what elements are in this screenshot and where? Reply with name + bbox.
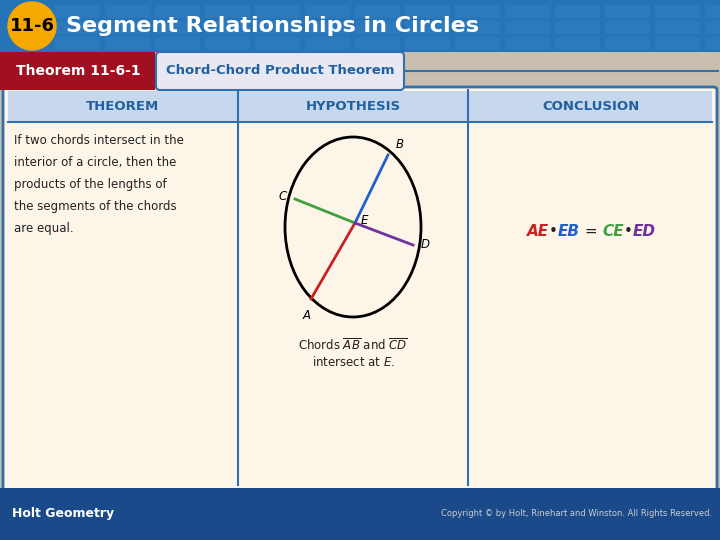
Text: EB: EB (557, 225, 580, 240)
Bar (105, 5, 150, 18)
Text: products of the lengths of: products of the lengths of (14, 178, 166, 191)
Bar (405, 5, 450, 18)
Bar (155, 21, 200, 34)
Bar (205, 37, 250, 50)
Bar (405, 21, 450, 34)
Text: C: C (279, 191, 287, 204)
Bar (305, 37, 350, 50)
Bar (655, 21, 700, 34)
Bar (705, 21, 720, 34)
Bar (455, 5, 500, 18)
Bar (8, 91, 712, 122)
Bar (555, 21, 600, 34)
Text: Theorem 11-6-1: Theorem 11-6-1 (16, 64, 140, 78)
Bar (555, 5, 600, 18)
Bar (605, 21, 650, 34)
Bar (0, 488, 720, 540)
Bar (455, 37, 500, 50)
Text: 11-6: 11-6 (9, 17, 55, 35)
Text: Holt Geometry: Holt Geometry (12, 508, 114, 521)
Bar (605, 37, 650, 50)
Bar (605, 5, 650, 18)
Bar (555, 37, 600, 50)
Bar (55, 21, 100, 34)
Text: ED: ED (632, 225, 655, 240)
Bar (355, 21, 400, 34)
Bar (205, 21, 250, 34)
Bar (255, 5, 300, 18)
Bar (505, 21, 550, 34)
Bar (55, 5, 100, 18)
Text: =: = (580, 225, 602, 240)
Text: HYPOTHESIS: HYPOTHESIS (305, 99, 400, 112)
Bar (305, 5, 350, 18)
Text: are equal.: are equal. (14, 222, 73, 235)
Bar (0, 0, 720, 52)
Bar (155, 5, 200, 18)
Text: If two chords intersect in the: If two chords intersect in the (14, 134, 184, 147)
Bar (0, 52, 155, 90)
Text: THEOREM: THEOREM (86, 99, 158, 112)
Text: interior of a circle, then the: interior of a circle, then the (14, 156, 176, 169)
Bar (155, 37, 200, 50)
Text: Chords $\overline{AB}$ and $\overline{CD}$: Chords $\overline{AB}$ and $\overline{CD… (298, 337, 408, 353)
Bar (705, 37, 720, 50)
Text: CONCLUSION: CONCLUSION (542, 99, 639, 112)
Bar (355, 37, 400, 50)
Text: Chord-Chord Product Theorem: Chord-Chord Product Theorem (166, 64, 395, 78)
Bar (655, 5, 700, 18)
Bar (255, 21, 300, 34)
Text: intersect at $E$.: intersect at $E$. (312, 355, 395, 369)
Text: •: • (549, 225, 557, 240)
Bar (105, 37, 150, 50)
Bar (205, 5, 250, 18)
Bar (455, 21, 500, 34)
Text: B: B (396, 138, 404, 151)
Text: Segment Relationships in Circles: Segment Relationships in Circles (66, 16, 479, 36)
Text: the segments of the chords: the segments of the chords (14, 200, 176, 213)
Bar (405, 37, 450, 50)
Text: CE: CE (602, 225, 624, 240)
Circle shape (8, 2, 56, 50)
Text: AE: AE (526, 225, 549, 240)
Bar (305, 21, 350, 34)
Bar (655, 37, 700, 50)
Text: E: E (361, 214, 369, 227)
Text: Copyright © by Holt, Rinehart and Winston. All Rights Reserved.: Copyright © by Holt, Rinehart and Winsto… (441, 510, 712, 518)
Bar (705, 5, 720, 18)
FancyBboxPatch shape (156, 52, 404, 90)
FancyBboxPatch shape (3, 87, 717, 491)
Text: •: • (624, 225, 632, 240)
Text: D: D (421, 239, 430, 252)
Bar (105, 21, 150, 34)
Bar (355, 5, 400, 18)
Bar (505, 5, 550, 18)
Bar (505, 37, 550, 50)
Text: A: A (303, 309, 311, 322)
Bar (55, 37, 100, 50)
Bar (255, 37, 300, 50)
